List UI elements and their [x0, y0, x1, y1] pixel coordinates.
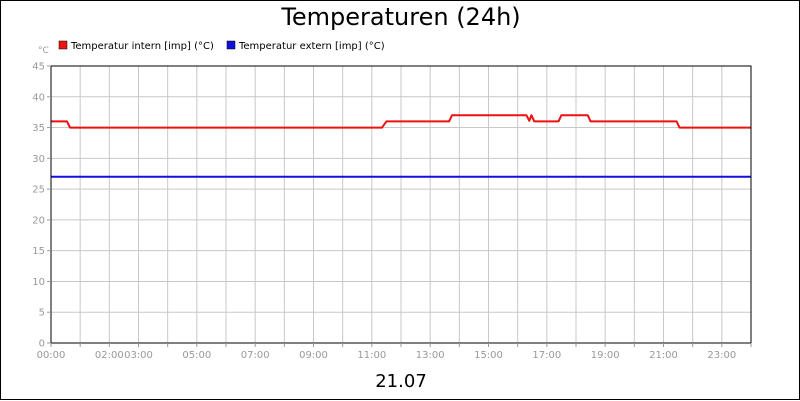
- x-tick-label: 23:00: [707, 350, 736, 361]
- y-tick-label: 15: [32, 246, 45, 257]
- y-tick-label: 5: [39, 308, 45, 319]
- x-tick-label: 09:00: [299, 350, 328, 361]
- y-axis-ticks: 0 5 10 15 20 25 30 35 40 45: [32, 62, 51, 350]
- series-line-1: [51, 114, 751, 129]
- y-axis-unit: °C: [38, 46, 49, 56]
- x-axis-ticks: 00:00 02:00 03:00 05:00 07:00 09:00 11:00 13:00…: [37, 343, 752, 361]
- legend-swatch-2: [226, 40, 236, 50]
- x-tick-label: 03:00: [124, 350, 153, 361]
- series-lines: [51, 114, 751, 178]
- x-tick-label: 02:00: [95, 350, 124, 361]
- x-tick-label: 05:00: [182, 350, 211, 361]
- legend-swatch-1: [58, 40, 68, 50]
- y-tick-label: 40: [32, 92, 45, 103]
- x-tick-label: 07:00: [241, 350, 270, 361]
- legend-label-2: Temperatur extern [imp] (°C): [238, 41, 385, 52]
- x-tick-label: 00:00: [37, 350, 66, 361]
- x-tick-label: 11:00: [357, 350, 386, 361]
- legend-label-1: Temperatur intern [imp] (°C): [70, 41, 214, 52]
- y-tick-label: 30: [32, 154, 45, 165]
- x-tick-label: 21:00: [649, 350, 678, 361]
- y-tick-label: 45: [32, 62, 45, 73]
- x-tick-label: 17:00: [532, 350, 561, 361]
- legend: Temperatur intern [imp] (°C) Temperatur e…: [58, 40, 385, 52]
- y-tick-label: 10: [32, 277, 45, 288]
- y-tick-label: 35: [32, 123, 45, 134]
- y-tick-label: 0: [39, 339, 45, 350]
- y-tick-label: 20: [32, 215, 45, 226]
- y-tick-label: 25: [32, 185, 45, 196]
- x-axis-date: 21.07: [375, 371, 427, 392]
- x-tick-label: 13:00: [416, 350, 445, 361]
- chart-title: Temperaturen (24h): [281, 3, 521, 31]
- grid: [51, 66, 751, 343]
- x-tick-label: 19:00: [591, 350, 620, 361]
- x-tick-label: 15:00: [474, 350, 503, 361]
